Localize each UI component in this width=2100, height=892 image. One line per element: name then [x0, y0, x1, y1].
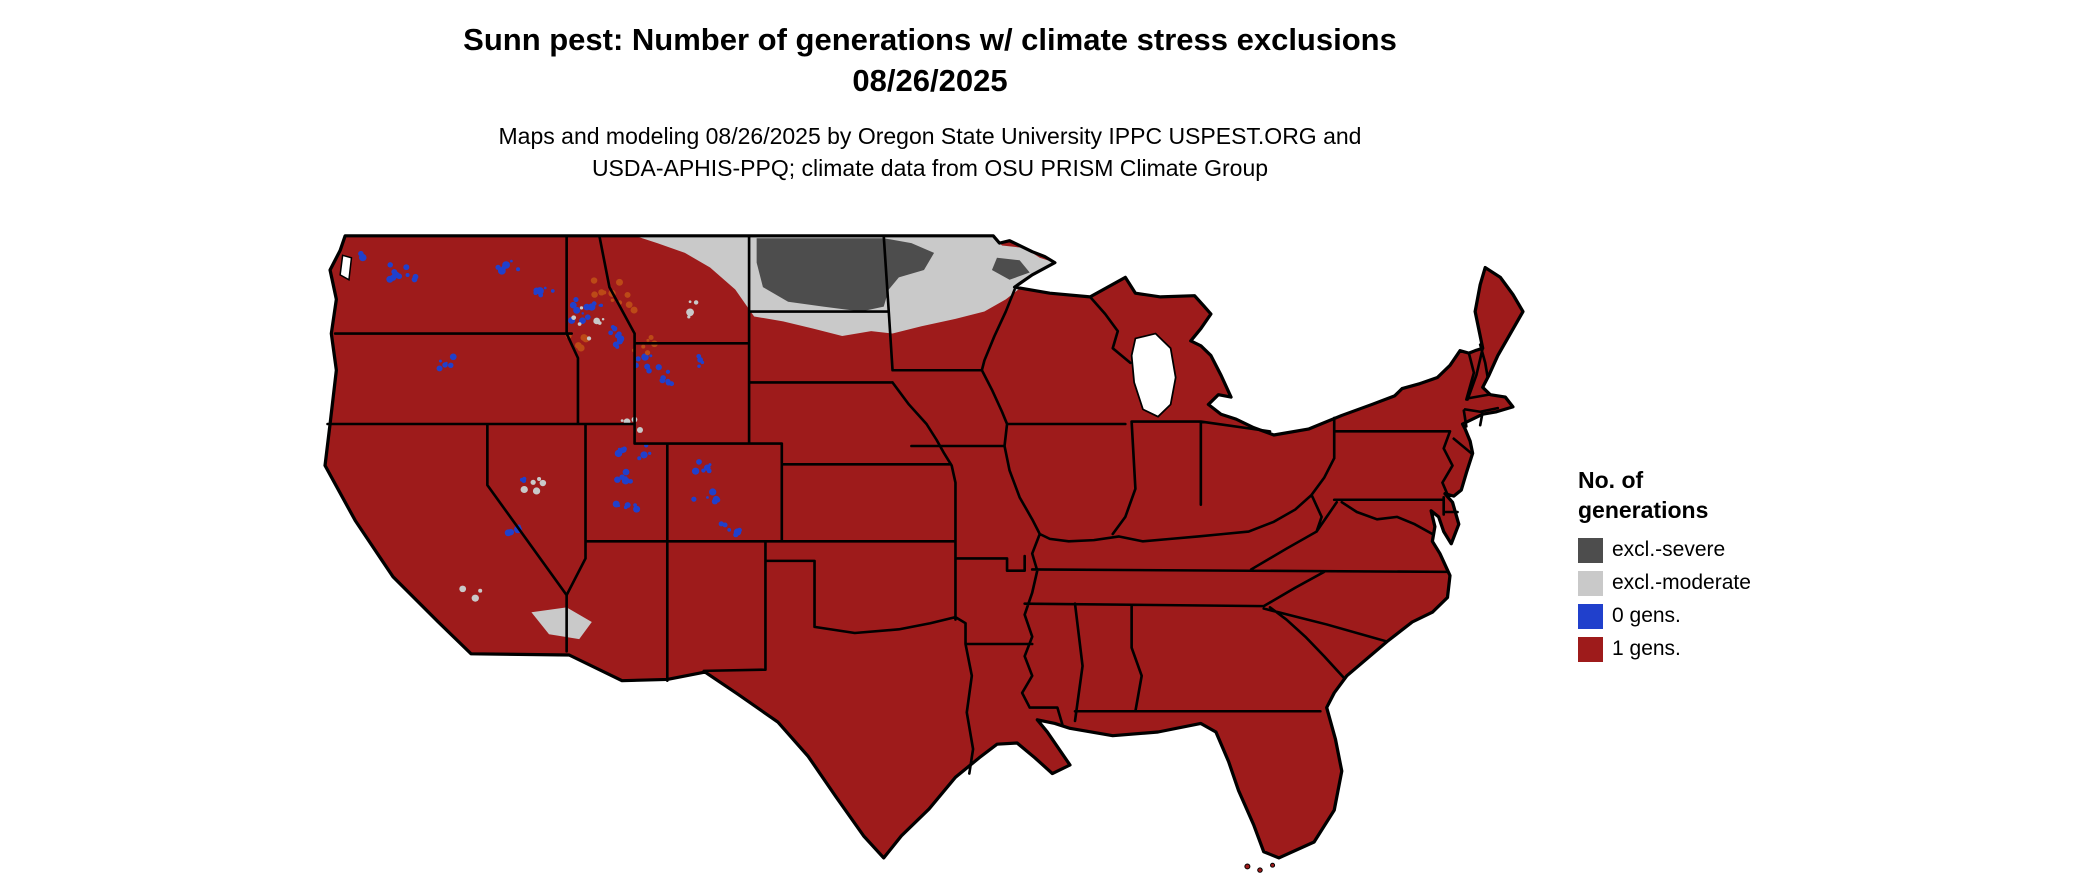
us-landmass	[325, 235, 1523, 858]
puget-sound	[339, 254, 353, 281]
exclusion-moderate-patch-southwest	[531, 607, 592, 640]
figure-title-line1: Sunn pest: Number of generations w/ clim…	[463, 22, 1397, 57]
lake-michigan	[1130, 332, 1177, 418]
us-outline	[323, 234, 1525, 860]
legend-label-excl-moderate: excl.-moderate	[1612, 571, 1751, 595]
legend-label-1-gens: 1 gens.	[1612, 637, 1681, 661]
figure-subtitle-line1: Maps and modeling 08/26/2025 by Oregon S…	[498, 122, 1362, 149]
state-borders	[326, 234, 1500, 775]
legend-item-1-gens: 1 gens.	[1578, 636, 1751, 662]
us-map	[320, 226, 1528, 886]
legend-item-excl-moderate: excl.-moderate	[1578, 570, 1751, 596]
legend-title-line1: No. of	[1578, 467, 1644, 493]
legend-title: No. of generations	[1578, 466, 1751, 526]
legend: No. of generations excl.-severe excl.-mo…	[1578, 466, 1751, 670]
legend-swatch-1-gens	[1578, 636, 1603, 662]
legend-swatch-excl-moderate	[1578, 570, 1603, 596]
figure-title: Sunn pest: Number of generations w/ clim…	[330, 20, 1530, 102]
figure-title-date: 08/26/2025	[852, 62, 1008, 98]
exclusion-severe-blob-mn	[991, 257, 1030, 280]
legend-item-0-gens: 0 gens.	[1578, 603, 1751, 629]
us-map-svg	[323, 234, 1525, 873]
figure-header: Sunn pest: Number of generations w/ clim…	[330, 20, 1530, 185]
legend-label-excl-severe: excl.-severe	[1612, 538, 1726, 562]
legend-swatch-excl-severe	[1578, 537, 1603, 563]
florida-keys	[1244, 862, 1276, 873]
figure-subtitle: Maps and modeling 08/26/2025 by Oregon S…	[330, 120, 1530, 185]
legend-label-0-gens: 0 gens.	[1612, 604, 1681, 628]
legend-swatch-0-gens	[1578, 603, 1603, 629]
exclusion-severe-region	[756, 238, 935, 312]
legend-item-excl-severe: excl.-severe	[1578, 537, 1751, 563]
figure-subtitle-line2: USDA-APHIS-PPQ; climate data from OSU PR…	[591, 155, 1269, 182]
legend-title-line2: generations	[1578, 496, 1709, 523]
